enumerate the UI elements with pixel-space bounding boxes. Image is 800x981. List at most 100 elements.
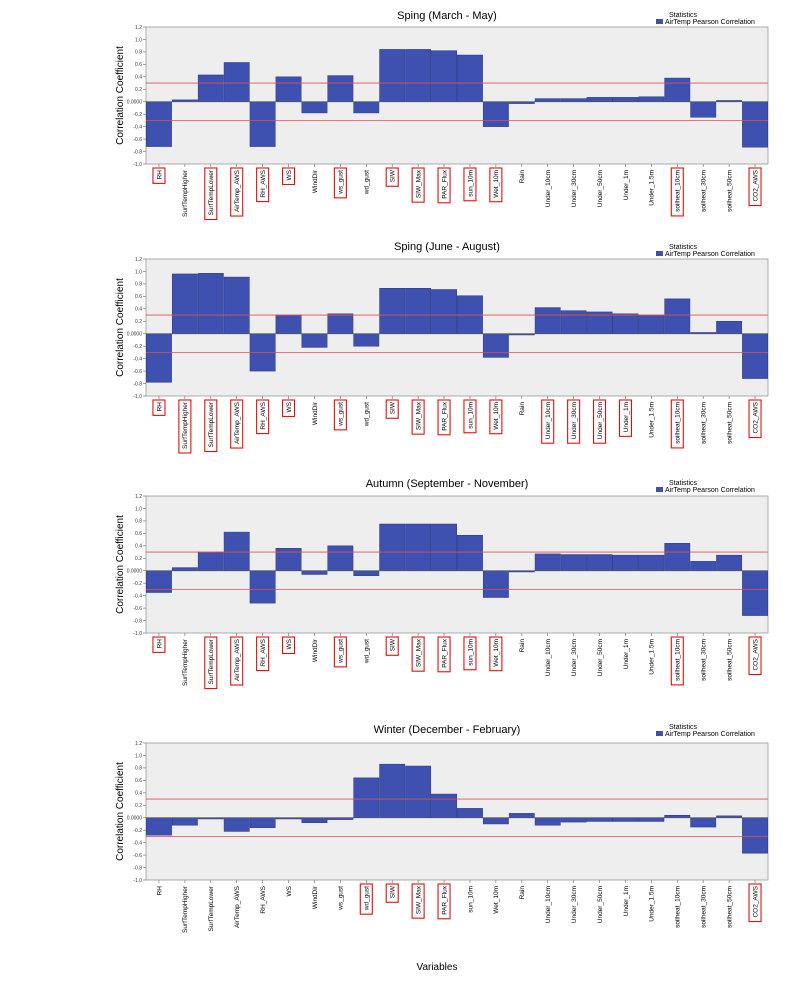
y-tick-label: 1.0 (135, 506, 142, 512)
legend-label: AirTemp Pearson Correlation (665, 487, 755, 494)
x-tick-label-RH: RH (156, 170, 163, 180)
y-tick-label: 1.0 (135, 37, 142, 43)
highlight-box-CO2_AWS (748, 883, 762, 923)
x-tick-label-CO2_AWS: CO2_AWS (752, 401, 759, 433)
highlight-box-CO2_AWS (748, 167, 762, 207)
y-tick-label: 1.2 (135, 494, 142, 500)
highlight-box-Under_10cm (541, 399, 555, 444)
y-tick-label: 0.0000 (127, 569, 143, 575)
x-tick-label-PAR_Flux: PAR_Flux (441, 169, 448, 199)
highlight-box-AirTemp_AWS (230, 636, 244, 686)
x-tick-label-soilheat_30cm: soilheat_30cm (701, 402, 708, 444)
x-tick-label-soilheat_10cm: soilheat_10cm (675, 639, 682, 681)
x-tick-label-WS: WS (286, 885, 293, 896)
x-tick-label-SurfTempLower: SurfTempLower (208, 638, 215, 684)
bar-soilheat_30cm (690, 817, 717, 828)
highlight-box-Under_30cm (567, 399, 581, 444)
bar-WindDir (301, 333, 328, 348)
bar-AirTemp_AWS (223, 62, 250, 102)
highlight-box-soilheat_10cm (670, 167, 684, 217)
highlight-box-sun_10m (463, 636, 477, 671)
bar-soilheat_30cm (690, 561, 717, 571)
x-tick-label-Under_50cm: Under_50cm (597, 402, 604, 439)
y-tick-label: -0.8 (133, 149, 142, 155)
x-tick-label-CO2_AWS: CO2_AWS (752, 885, 759, 917)
x-tick-label-Under_1m: Under_1m (623, 170, 630, 200)
x-tick-label-Wet_10m: Wet_10m (493, 170, 500, 198)
highlight-box-Wet_10m (489, 167, 503, 203)
highlight-box-RH (152, 399, 166, 416)
bar-Under_30cm (560, 310, 587, 334)
bar-SIW (379, 763, 406, 818)
x-tick-label-ws_gust: ws_gust (338, 886, 345, 911)
bar-AirTemp_AWS (223, 817, 250, 832)
bar-SurfTempHigher (171, 273, 198, 334)
highlight-box-WS (281, 399, 296, 418)
x-tick-label-soilheat_30cm: soilheat_30cm (701, 886, 708, 928)
x-tick-label-Under_1.5m: Under_1.5m (649, 639, 656, 675)
highlight-box-SIW (385, 883, 399, 903)
highlight-box-PAR_Flux (437, 883, 451, 920)
x-tick-label-Under_50cm: Under_50cm (597, 639, 604, 676)
bar-RH (146, 333, 172, 383)
x-tick-label-soilheat_10cm: soilheat_10cm (675, 886, 682, 928)
bar-WS (275, 76, 302, 102)
bar-SurfTempHigher (171, 567, 198, 571)
bar-ws_gust (327, 545, 354, 571)
bar-CO2_AWS (742, 817, 768, 854)
bar-RH (146, 817, 172, 836)
chart-title: Winter (December - February) (374, 724, 521, 736)
x-tick-label-Under_1.5m: Under_1.5m (649, 886, 656, 922)
y-tick-label: 0.8 (135, 519, 142, 525)
bar-SIW (379, 49, 406, 102)
bar-soilheat_50cm (716, 554, 743, 571)
legend-label: AirTemp Pearson Correlation (665, 731, 755, 738)
x-tick-label-soilheat_50cm: soilheat_50cm (726, 886, 733, 928)
bar-soilheat_10cm (664, 814, 691, 818)
x-tick-label-WindDir: WindDir (312, 169, 319, 193)
x-tick-label-SurfTempHigher: SurfTempHigher (182, 638, 189, 686)
x-tick-label-RH: RH (156, 639, 163, 649)
y-tick-label: 0.0000 (127, 816, 143, 822)
highlight-box-sun_10m (463, 399, 477, 434)
y-tick-label: -0.4 (133, 356, 142, 362)
highlight-box-PAR_Flux (437, 167, 451, 204)
x-tick-label-Under_30cm: Under_30cm (571, 639, 578, 676)
bar-sun_10m (457, 534, 483, 571)
y-tick-label: 0.6 (135, 294, 142, 300)
bar-Under_10cm (534, 817, 561, 826)
highlight-box-soilheat_10cm (670, 399, 684, 449)
y-tick-label: -0.2 (133, 344, 142, 350)
bar-soilheat_10cm (664, 543, 691, 571)
bar-CO2_AWS (742, 570, 768, 616)
bar-sun_10m (457, 54, 483, 102)
y-tick-label: -0.6 (133, 137, 142, 143)
y-tick-label: 1.2 (135, 741, 142, 747)
bar-SIW_Max (405, 288, 432, 334)
legend-title: Statistics (669, 244, 698, 251)
bar-sun_10m (457, 808, 483, 818)
x-tick-label-WS: WS (286, 638, 293, 649)
x-tick-label-Rain: Rain (519, 402, 526, 416)
plot-area (145, 742, 769, 881)
bar-ws_gust (327, 313, 354, 334)
x-tick-label-sun_10m: sun_10m (467, 170, 474, 197)
chart-panel-3: Autumn (September - November) StatisticsA… (115, 478, 769, 690)
x-tick-label-SurfTempHigher: SurfTempHigher (182, 401, 189, 449)
highlight-box-SIW (385, 399, 399, 419)
y-tick-label: 0.2 (135, 556, 142, 562)
x-tick-label-SIW_Max: SIW_Max (415, 885, 422, 914)
x-tick-label-Under_50cm: Under_50cm (597, 170, 604, 207)
x-tick-label-Rain: Rain (519, 639, 526, 653)
x-tick-label-SurfTempLower: SurfTempLower (208, 401, 215, 447)
x-tick-label-soilheat_50cm: soilheat_50cm (726, 170, 733, 212)
y-tick-label: 0.8 (135, 50, 142, 56)
bar-AirTemp_AWS (223, 531, 250, 571)
x-tick-label-RH: RH (156, 402, 163, 412)
x-tick-label-RH: RH (156, 886, 163, 896)
x-tick-label-ws_gust: ws_gust (338, 402, 345, 427)
y-tick-label: -0.8 (133, 381, 142, 387)
